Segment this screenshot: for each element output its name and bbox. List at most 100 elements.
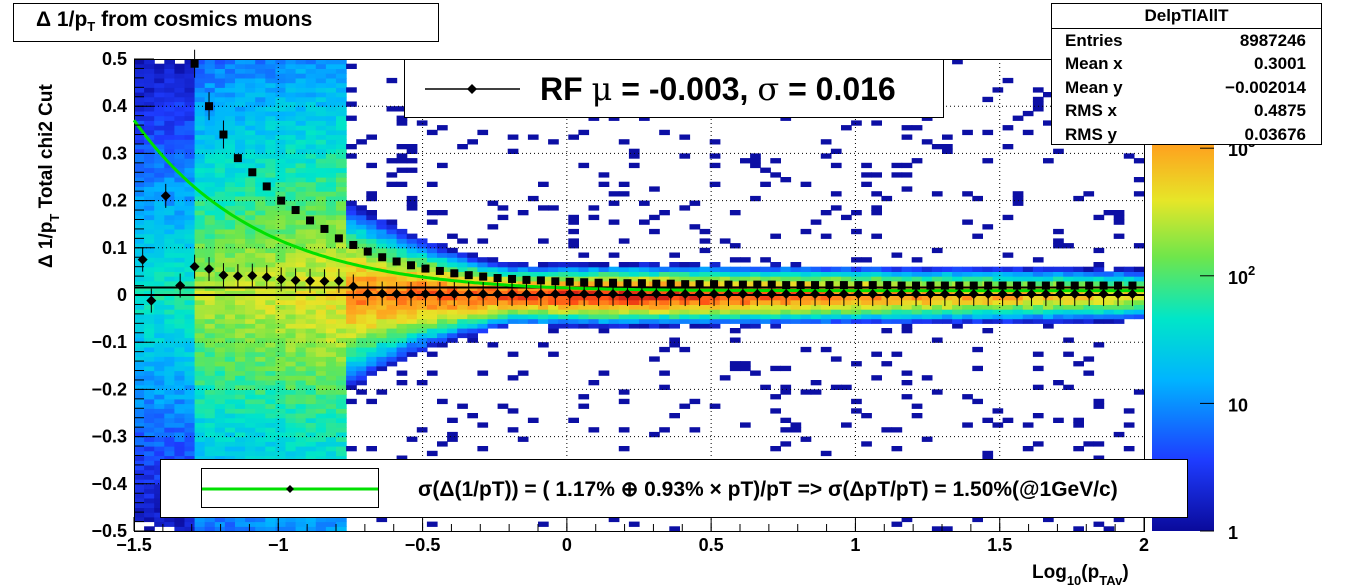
heatmap-cell	[245, 408, 256, 414]
heatmap-cell	[204, 63, 216, 69]
mean-point	[709, 289, 720, 300]
heatmap-cell	[134, 479, 145, 485]
heatmap-cell	[265, 243, 276, 249]
heatmap-cell	[527, 280, 539, 287]
heatmap-cell	[275, 398, 287, 405]
heatmap-cell	[154, 73, 165, 79]
heatmap-cell	[841, 266, 852, 272]
heatmap-cell	[810, 309, 822, 315]
heatmap-cell	[1053, 313, 1064, 320]
heatmap-cell	[315, 181, 327, 187]
heatmap-cell	[144, 195, 155, 202]
heatmap-cell	[295, 148, 307, 154]
heatmap-cell	[830, 271, 842, 277]
heatmap-cell	[1002, 417, 1014, 423]
heatmap-cell	[628, 309, 640, 315]
heatmap-cell	[325, 427, 337, 433]
heatmap-cell	[184, 516, 196, 523]
heatmap-cell	[336, 129, 347, 136]
heatmap-cell	[1022, 313, 1034, 320]
heatmap-cell	[336, 115, 347, 121]
heatmap-cell	[275, 384, 287, 390]
heatmap-cell	[255, 96, 266, 103]
heatmap-cell	[164, 110, 175, 117]
heatmap-cell	[820, 276, 832, 282]
heatmap-cell	[861, 299, 872, 305]
heatmap-cell	[154, 271, 165, 277]
mean-point	[377, 288, 388, 299]
heatmap-cell	[1103, 290, 1115, 296]
fit-legend: σ(Δ(1/pT)) = ( 1.17% ⊕ 0.93% × pT)/pT =>…	[160, 459, 1188, 518]
heatmap-cell	[527, 417, 539, 423]
heatmap-cell	[931, 271, 943, 277]
mean-point	[579, 289, 590, 300]
heatmap-cell	[568, 304, 579, 310]
heatmap-cell	[134, 337, 145, 343]
heatmap-cell	[639, 304, 650, 310]
heatmap-cell	[285, 394, 297, 400]
heatmap-cell	[790, 299, 802, 305]
heatmap-cell	[134, 483, 145, 490]
heatmap-cell	[194, 313, 206, 320]
heatmap-cell	[315, 361, 327, 367]
heatmap-cell	[669, 526, 680, 532]
heatmap-cell	[962, 191, 973, 197]
heatmap-cell	[305, 290, 317, 296]
heatmap-cell	[1043, 313, 1054, 320]
sigma-point	[205, 102, 214, 111]
heatmap-cell	[245, 318, 256, 324]
heatmap-cell	[336, 516, 347, 523]
heatmap-cell	[154, 177, 165, 183]
heatmap-cell	[204, 318, 216, 324]
heatmap-cell	[154, 384, 165, 390]
heatmap-cell	[426, 328, 438, 334]
heatmap-cell	[628, 148, 640, 154]
heatmap-cell	[245, 290, 256, 296]
heatmap-cell	[245, 243, 256, 249]
heatmap-cell	[134, 413, 145, 419]
heatmap-cell	[285, 120, 297, 126]
stats-value: 0.03676	[1244, 124, 1306, 144]
heatmap-cell	[144, 233, 155, 239]
heatmap-cell	[164, 82, 175, 88]
heatmap-cell	[1063, 276, 1074, 282]
heatmap-cell	[275, 139, 287, 145]
heatmap-cell	[336, 271, 347, 277]
heatmap-cell	[750, 309, 761, 315]
heatmap-cell	[245, 158, 256, 164]
heatmap-cell	[386, 328, 398, 334]
heatmap-cell	[255, 304, 266, 310]
heatmap-cell	[295, 346, 307, 353]
heatmap-cell	[487, 224, 499, 230]
heatmap-cell	[841, 318, 852, 324]
heatmap-cell	[265, 516, 276, 523]
heatmap-cell	[265, 521, 276, 527]
heatmap-cell	[517, 318, 529, 324]
heatmap-cell	[740, 266, 751, 272]
heatmap-cell	[194, 238, 206, 244]
heatmap-cell	[255, 299, 266, 305]
heatmap-cell	[194, 186, 206, 192]
heatmap-cell	[255, 313, 266, 320]
heatmap-cell	[285, 73, 297, 79]
heatmap-cell	[305, 63, 317, 69]
heatmap-cell	[255, 257, 266, 263]
heatmap-cell	[376, 351, 388, 357]
heatmap-cell	[315, 87, 327, 93]
heatmap-cell	[154, 431, 165, 438]
heatmap-cell	[386, 181, 398, 187]
heatmap-cell	[447, 304, 458, 310]
heatmap-cell	[245, 516, 256, 523]
heatmap-cell	[820, 309, 832, 315]
heatmap-cell	[295, 167, 307, 173]
heatmap-cell	[315, 162, 327, 169]
heatmap-cell	[729, 243, 741, 249]
heatmap-cell	[154, 408, 165, 414]
heatmap-cell	[366, 238, 377, 244]
heatmap-cell	[245, 125, 256, 131]
heatmap-cell	[144, 200, 155, 206]
heatmap-cell	[972, 295, 983, 301]
z-tick-label: 102	[1228, 263, 1255, 288]
heatmap-cell	[204, 417, 216, 423]
heatmap-cell	[214, 313, 226, 320]
